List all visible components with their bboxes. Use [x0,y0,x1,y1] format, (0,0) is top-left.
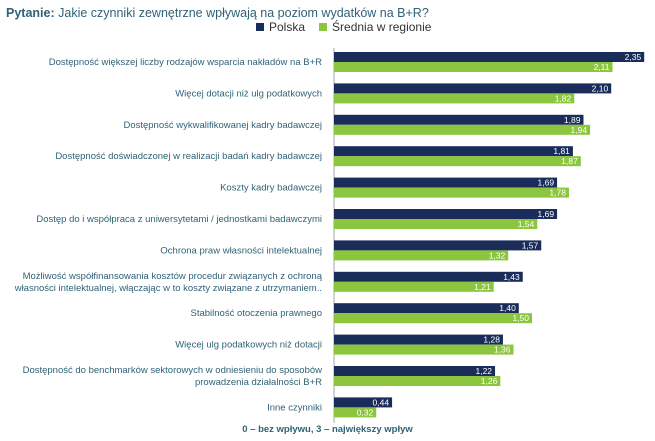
bar-polska [334,52,645,62]
bar-polska [334,209,558,219]
value-label-polska: 1,43 [503,272,520,282]
category-label: Koszty kadry badawczej [220,183,322,194]
bar-polska [334,397,393,408]
category-label: Stabilność otoczenia prawnego [190,308,322,319]
category-label: prowadzenia działalności B+R [195,377,322,388]
category-label: Więcej dotacji niż ulg podatkowych [175,88,322,99]
bar-srednia [334,281,494,292]
bar-polska [334,240,542,251]
category-label: własności intelektualnej, włączając w to… [14,283,322,294]
legend-label-srednia: Średnia w regionie [332,20,432,34]
scale-note: 0 – bez wpływu, 3 – największy wpływ [242,424,413,435]
legend-label-polska: Polska [269,20,306,34]
bar-srednia [334,407,377,418]
value-label-polska: 2,35 [625,52,642,62]
bar-polska [334,366,496,376]
question-text: Jakie czynniki zewnętrzne wpływają na po… [58,6,429,20]
category-label: Dostęp do i współpraca z uniwersytetami … [36,214,322,225]
value-label-polska: 1,89 [564,115,581,125]
value-label-polska: 1,40 [499,303,516,313]
category-label: Ochrona praw własności intelektualnej [160,245,322,256]
bar-polska [334,334,503,345]
legend-item-polska: Polska [256,20,305,34]
bar-polska [334,271,523,282]
chart-legend: Polska Średnia w regionie [256,20,445,34]
value-label-srednia: 1,21 [474,282,491,292]
value-label-polska: 1,69 [538,209,555,219]
value-label-srednia: 1,54 [518,219,535,229]
value-label-srednia: 1,32 [489,250,506,260]
category-label: Dostępność wykwalifikowanej kadry badawc… [123,120,322,131]
question-title: Pytanie: Jakie czynniki zewnętrzne wpływ… [6,6,429,20]
bar-srednia [334,156,581,167]
value-label-srednia: 1,78 [549,188,566,198]
value-label-polska: 1,69 [538,178,555,188]
value-label-polska: 0,44 [373,397,390,407]
legend-swatch-srednia [319,23,328,31]
value-label-polska: 1,22 [475,366,492,376]
bar-polska [334,83,612,94]
value-label-polska: 2,10 [592,83,609,93]
value-label-polska: 1,28 [483,335,500,345]
category-label: Możliwość współfinansowania kosztów proc… [23,271,323,282]
category-label: Inne czynniki [267,402,322,413]
category-label: Dostępność do benchmarków sektorowych w … [23,365,323,376]
value-label-polska: 1,57 [522,240,539,250]
bar-srednia [334,93,575,104]
bar-srednia [334,344,514,355]
legend-item-srednia: Średnia w regionie [319,20,431,34]
bar-polska [334,177,558,188]
bar-srednia [334,124,591,135]
category-label: Dostępność większej liczby rodzajów wspa… [49,57,322,68]
bar-srednia [334,376,501,386]
bar-polska [334,146,573,157]
value-label-srednia: 1,26 [481,376,498,386]
value-label-srednia: 1,94 [571,125,588,135]
bar-srednia [334,313,532,324]
bar-srednia [334,250,509,261]
bar-srednia [334,219,538,229]
category-label: Więcej ulg podatkowych niż dotacji [175,340,322,351]
legend-swatch-polska [256,23,264,31]
value-label-srednia: 0,32 [357,407,374,417]
value-label-srednia: 1,82 [555,93,572,103]
bar-srednia [334,62,613,72]
bar-polska [334,303,519,314]
value-label-srednia: 1,50 [512,313,529,323]
bar-polska [334,114,584,125]
bar-srednia [334,187,569,198]
question-prefix: Pytanie: [6,6,55,20]
category-label: Dostępność doświadczonej w realizacji ba… [55,151,322,162]
value-label-srednia: 1,87 [561,156,578,166]
value-label-srednia: 1,36 [494,345,511,355]
value-label-polska: 1,81 [553,146,570,156]
value-label-srednia: 2,11 [594,62,610,72]
